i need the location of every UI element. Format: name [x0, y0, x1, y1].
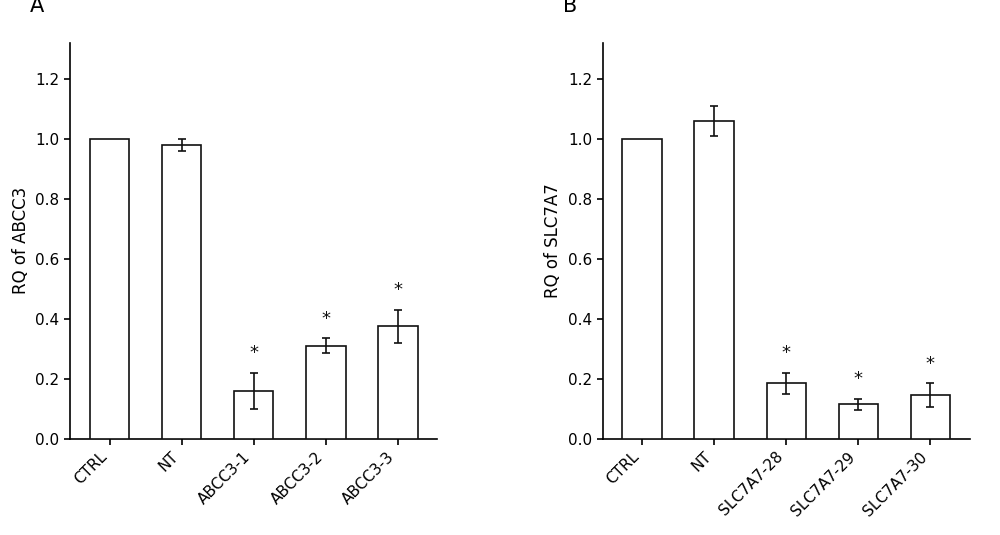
Bar [378, 326, 418, 439]
Text: *: * [782, 344, 791, 362]
Bar [767, 383, 806, 439]
Text: *: * [854, 370, 863, 388]
Bar [234, 391, 273, 439]
Bar [622, 139, 662, 439]
Y-axis label: RQ of ABCC3: RQ of ABCC3 [12, 187, 30, 294]
Y-axis label: RQ of SLC7A7: RQ of SLC7A7 [544, 184, 562, 298]
Text: *: * [926, 355, 935, 373]
Bar [694, 121, 734, 439]
Bar [162, 145, 201, 439]
Bar [90, 139, 129, 439]
Text: *: * [393, 281, 402, 299]
Bar [911, 395, 950, 439]
Bar [839, 404, 878, 439]
Text: *: * [249, 344, 258, 362]
Text: B: B [563, 0, 577, 16]
Text: *: * [321, 310, 330, 328]
Bar [306, 346, 346, 439]
Text: A: A [30, 0, 44, 16]
